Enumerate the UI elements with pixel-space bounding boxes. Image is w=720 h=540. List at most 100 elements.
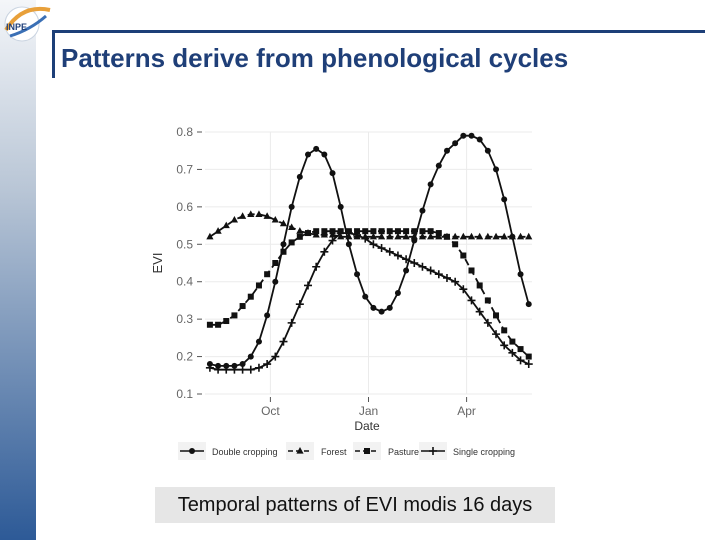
- data-point-forest: [435, 232, 443, 240]
- data-point-single-cropping: [353, 230, 362, 239]
- data-point-double-cropping: [288, 203, 295, 210]
- data-point-single-cropping: [492, 330, 501, 339]
- data-point-forest: [288, 223, 296, 231]
- data-point-pasture: [305, 230, 312, 237]
- data-point-pasture: [427, 228, 434, 235]
- data-point-pasture: [403, 228, 410, 235]
- series-line-double-cropping: [209, 134, 530, 367]
- legend-key-forest: [286, 442, 314, 460]
- data-point-pasture: [321, 228, 328, 235]
- y-tick-label: 0.3: [176, 312, 193, 326]
- data-point-pasture: [378, 228, 385, 235]
- data-point-pasture: [419, 228, 426, 235]
- data-point-pasture: [329, 228, 336, 235]
- slide-title: Patterns derive from phenological cycles: [61, 43, 569, 73]
- data-point-double-cropping: [484, 147, 491, 154]
- data-point-forest: [239, 212, 247, 219]
- data-point-single-cropping: [304, 281, 313, 290]
- legend-key-pasture: [353, 442, 381, 460]
- data-point-double-cropping: [394, 289, 401, 296]
- data-point-single-cropping: [287, 318, 296, 327]
- data-point-pasture: [394, 228, 401, 235]
- series-line-single-cropping: [209, 232, 530, 371]
- legend-key-marker: [189, 448, 195, 454]
- x-tick-label: Apr: [457, 404, 476, 418]
- data-point-single-cropping: [459, 285, 468, 294]
- legend-key-marker: [429, 447, 437, 455]
- data-point-single-cropping: [442, 273, 451, 282]
- data-point-single-cropping: [328, 236, 337, 245]
- data-point-forest: [247, 210, 255, 217]
- x-tick-label: Oct: [261, 404, 280, 418]
- caption-box: Temporal patterns of EVI modis 16 days: [155, 487, 555, 523]
- legend-key-double-cropping: [178, 442, 206, 460]
- data-point-double-cropping: [272, 278, 279, 285]
- data-point-forest: [418, 232, 427, 240]
- y-tick-label: 0.4: [176, 275, 193, 289]
- data-point-double-cropping: [305, 151, 312, 158]
- data-point-forest: [312, 230, 320, 238]
- data-point-double-cropping: [443, 147, 450, 154]
- data-point-single-cropping: [271, 352, 280, 361]
- data-point-forest: [214, 227, 222, 234]
- data-point-double-cropping: [460, 132, 467, 139]
- data-point-double-cropping: [452, 140, 459, 147]
- data-point-double-cropping: [419, 207, 426, 214]
- data-point-single-cropping: [295, 300, 304, 309]
- data-point-double-cropping: [501, 196, 508, 203]
- data-point-pasture: [215, 321, 222, 328]
- data-point-forest: [525, 232, 533, 240]
- data-point-forest: [500, 232, 508, 240]
- data-point-forest: [222, 221, 230, 229]
- data-point-double-cropping: [354, 271, 361, 278]
- data-point-pasture: [386, 228, 393, 235]
- data-point-double-cropping: [239, 361, 246, 368]
- data-point-pasture: [223, 318, 230, 325]
- data-point-forest: [296, 227, 304, 234]
- data-point-forest: [279, 219, 288, 227]
- data-point-single-cropping: [393, 251, 402, 260]
- data-point-pasture: [509, 338, 516, 345]
- data-point-pasture: [288, 239, 295, 246]
- y-axis-label: EVI: [150, 253, 165, 274]
- data-point-double-cropping: [517, 271, 524, 278]
- data-point-double-cropping: [329, 170, 336, 177]
- data-point-pasture: [411, 228, 418, 235]
- data-point-forest: [263, 212, 271, 219]
- data-point-single-cropping: [230, 365, 239, 374]
- x-axis-label: Date: [354, 419, 380, 433]
- data-point-pasture: [206, 321, 213, 328]
- data-point-pasture: [493, 312, 500, 319]
- data-point-pasture: [280, 248, 287, 255]
- y-tick-label: 0.7: [176, 162, 193, 176]
- data-point-forest: [369, 232, 378, 240]
- data-point-forest: [206, 232, 214, 240]
- data-point-pasture: [468, 267, 475, 274]
- x-tick-label: Jan: [359, 404, 378, 418]
- data-point-forest: [230, 215, 239, 223]
- data-point-double-cropping: [427, 181, 434, 188]
- data-point-double-cropping: [313, 145, 320, 152]
- data-point-double-cropping: [525, 301, 532, 308]
- data-point-double-cropping: [370, 304, 377, 311]
- y-tick-label: 0.2: [176, 350, 193, 364]
- data-point-single-cropping: [312, 262, 321, 271]
- data-point-single-cropping: [385, 247, 394, 256]
- data-point-single-cropping: [263, 360, 272, 369]
- inpe-logo: INPE: [4, 6, 51, 42]
- title-accent-bar: [52, 30, 55, 78]
- evi-line-chart: 0.10.20.30.40.50.60.70.8OctJanAprJul EVI…: [150, 125, 533, 460]
- data-point-forest: [386, 232, 394, 240]
- data-point-forest: [459, 232, 467, 240]
- data-point-single-cropping: [377, 244, 386, 253]
- data-point-pasture: [296, 233, 303, 240]
- data-point-pasture: [443, 233, 450, 240]
- data-point-pasture: [362, 228, 369, 235]
- data-point-single-cropping: [418, 262, 427, 271]
- y-tick-label: 0.8: [176, 125, 193, 139]
- data-point-forest: [427, 232, 435, 240]
- data-point-forest: [255, 210, 263, 217]
- data-point-single-cropping: [500, 341, 509, 350]
- series-line-pasture: [209, 230, 530, 358]
- data-point-double-cropping: [296, 173, 303, 180]
